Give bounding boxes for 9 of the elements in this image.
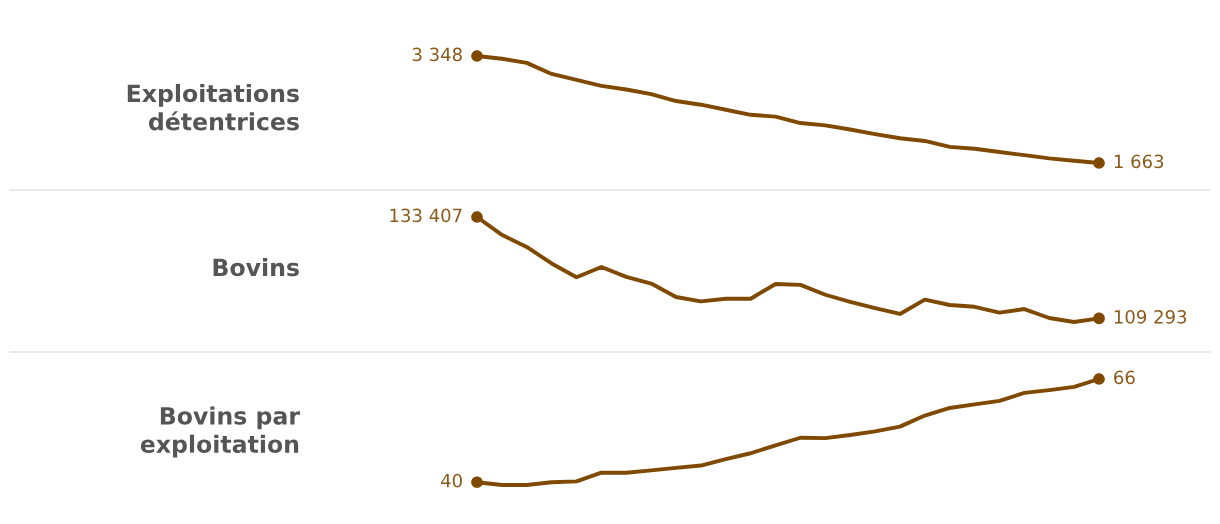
data-label: 109 293	[1114, 309, 1187, 324]
data-label: 133 407	[390, 208, 462, 223]
data-label: 1 663	[1114, 154, 1164, 169]
data-label: 3 348	[412, 47, 462, 62]
data-label: 40	[441, 473, 462, 488]
data-label: 66	[1114, 370, 1135, 385]
y-axis-title: Bovins par exploitation	[140, 406, 300, 458]
y-axis-title: Bovins	[213, 258, 299, 277]
y-axis-title: Exploitations détentrices	[127, 83, 299, 131]
